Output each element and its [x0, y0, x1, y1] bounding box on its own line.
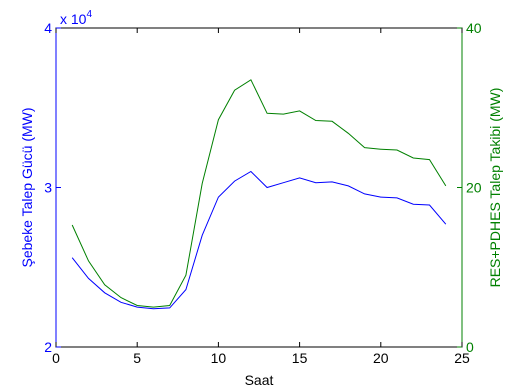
x-tick-label: 15 — [292, 350, 308, 366]
exponent-base: x 10 — [60, 11, 87, 27]
exponent-power: 4 — [86, 9, 92, 20]
x-tick-label: 10 — [211, 350, 227, 366]
left-axis-exponent: x 104 — [60, 9, 92, 27]
x-tick-label: 0 — [52, 350, 60, 366]
x-axis-label: Saat — [245, 372, 274, 388]
series-layer — [71, 79, 447, 310]
right-y-tick-label: 40 — [466, 20, 482, 36]
left-y-tick-label: 4 — [44, 20, 52, 36]
right-y-tick-label: 0 — [466, 339, 474, 355]
x-tick-label: 5 — [133, 350, 141, 366]
left-axis-series-line — [71, 170, 447, 310]
x-tick-label: 20 — [373, 350, 389, 366]
x-tick-label: 25 — [454, 350, 470, 366]
right-y-axis-label: RES+PDHES Talep Takibi (MW) — [487, 88, 503, 288]
left-y-axis-label: Şebeke Talep Gücü (MW) — [19, 107, 35, 267]
plot-frame — [55, 27, 463, 348]
right-y-tick-label: 20 — [466, 180, 482, 196]
left-y-tick-label: 2 — [44, 339, 52, 355]
left-y-tick-label: 3 — [44, 180, 52, 196]
right-axis-series-line — [71, 79, 447, 308]
